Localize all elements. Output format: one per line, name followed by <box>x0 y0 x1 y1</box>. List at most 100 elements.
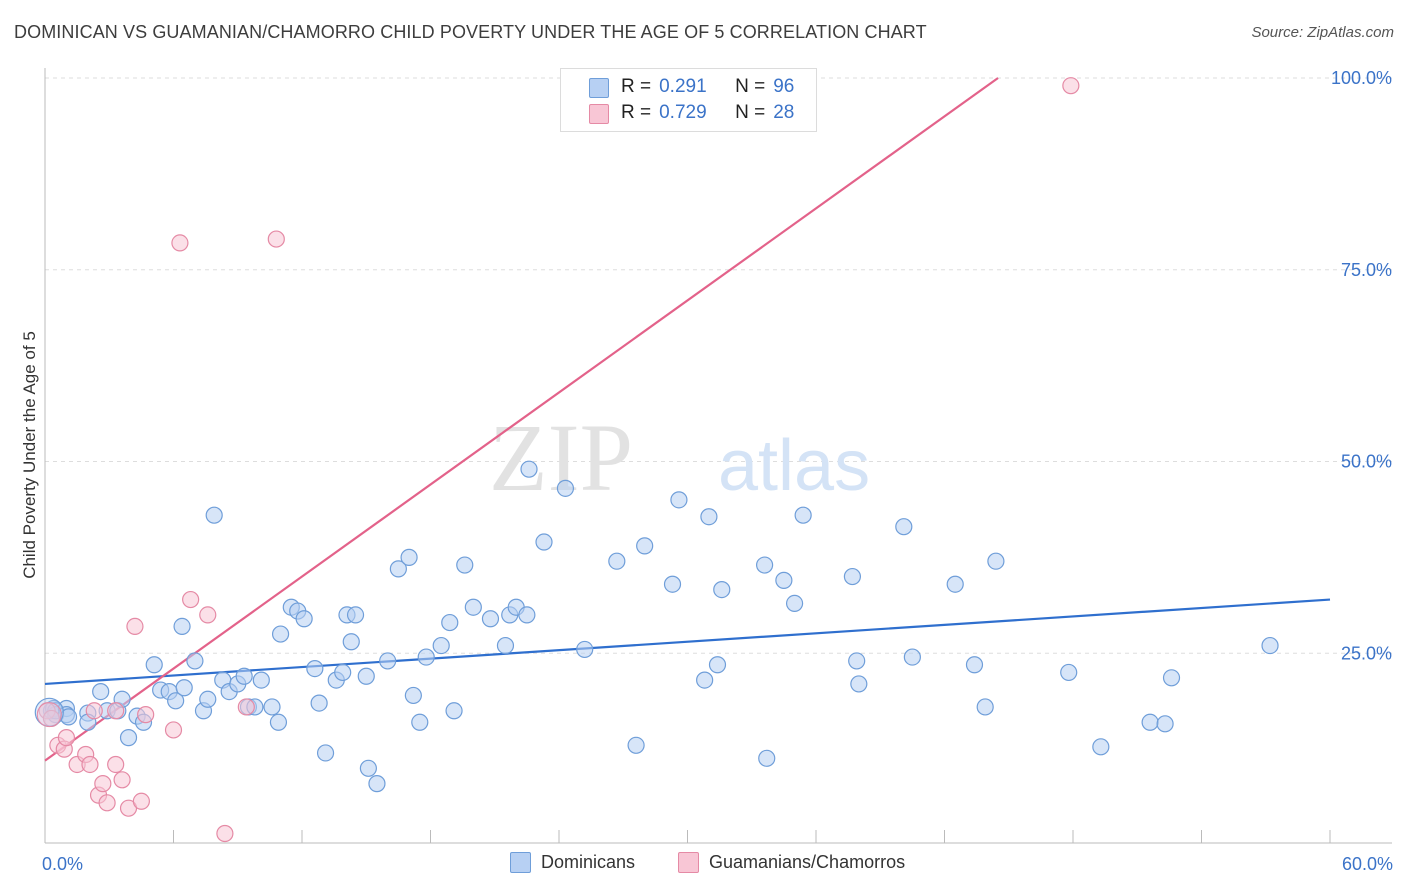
dominican-point <box>670 491 688 509</box>
dominican-point <box>1162 669 1181 687</box>
dominican-point <box>263 698 281 716</box>
legend-label-dominicans: Dominicans <box>541 852 636 872</box>
legend-row-dominicans: R = 0.291 N = 96 <box>621 76 794 98</box>
dominican-point <box>965 656 984 674</box>
dominican-point <box>295 610 313 628</box>
dominican-point <box>987 552 1005 570</box>
dominican-point <box>775 571 793 589</box>
y-tick-label: 75.0% <box>1341 260 1392 280</box>
dominican-point <box>496 636 515 655</box>
dominican-point <box>576 640 594 659</box>
dominican-point <box>342 633 360 651</box>
dominican-point <box>1261 636 1279 655</box>
guamanian-point <box>126 617 144 636</box>
dominican-point <box>713 580 731 599</box>
guamanian-point <box>182 590 200 609</box>
dominican-point <box>785 594 804 612</box>
dominican-point <box>696 671 714 689</box>
source-label: Source: ZipAtlas.com <box>1251 24 1394 41</box>
series-legend: Dominicans Guamanians/Chamorros <box>0 852 1406 876</box>
dominican-point <box>663 575 682 593</box>
dominican-point <box>843 567 862 586</box>
dominican-point <box>357 667 375 685</box>
dominican-point <box>946 575 964 593</box>
dominican-point <box>269 713 288 731</box>
guamanian-point <box>85 702 103 720</box>
y-tick-label: 100.0% <box>1331 68 1392 88</box>
x-tick-label: 60.0% <box>1342 854 1393 874</box>
legend-swatch-guamanians <box>589 104 609 124</box>
y-tick-label: 25.0% <box>1341 643 1392 663</box>
guamanian-point <box>107 702 125 720</box>
legend-r-value: 0.291 <box>659 76 707 97</box>
legend-r-label: R = <box>621 102 652 123</box>
dominican-point <box>608 552 626 570</box>
dominican-point <box>556 479 575 497</box>
dominican-point <box>346 606 365 624</box>
dominican-point <box>411 713 429 731</box>
legend-n-label: N = <box>735 76 766 97</box>
guamanian-point <box>137 706 155 724</box>
dominican-point <box>627 736 645 754</box>
dominican-point <box>636 537 654 555</box>
legend-r-value: 0.729 <box>659 102 707 123</box>
legend-swatch-guamanians <box>678 852 699 873</box>
dominican-point <box>173 617 191 636</box>
guamanian-point <box>113 771 131 789</box>
dominican-point <box>456 556 474 574</box>
dominican-point <box>518 606 536 624</box>
y-tick-label: 50.0% <box>1341 452 1392 472</box>
dominican-point <box>755 556 774 574</box>
dominican-point <box>903 648 921 666</box>
legend-n-value: 28 <box>773 102 795 123</box>
gridlines <box>45 77 1392 654</box>
dominican-point <box>310 694 328 712</box>
guamanian-point <box>94 775 112 793</box>
dominican-point <box>252 671 270 689</box>
dominican-point <box>389 560 407 578</box>
dominican-point <box>167 692 185 710</box>
tick-labels: 25.0% 50.0% 75.0% 100.0% 0.0% 60.0% <box>42 68 1393 874</box>
legend-n-value: 96 <box>773 76 795 97</box>
dominican-point <box>895 518 913 536</box>
dominican-point <box>481 610 500 628</box>
dominican-point <box>1156 715 1174 733</box>
legend-r-label: R = <box>621 76 652 97</box>
trend-lines <box>44 77 1331 762</box>
dominican-point <box>445 702 463 720</box>
dominican-point <box>535 533 553 551</box>
dominican-point <box>186 652 204 670</box>
dominican-point <box>368 775 386 793</box>
guamanian-point <box>199 606 217 624</box>
dominican-point <box>199 690 217 708</box>
correlation-legend: R = 0.291 N = 96 R = 0.729 N = 28 <box>560 68 817 132</box>
dominican-trend-line <box>44 598 1331 686</box>
dominican-point <box>316 744 335 762</box>
dominican-point <box>708 656 727 674</box>
dominican-point <box>404 686 422 705</box>
guamanian-point <box>107 755 125 774</box>
chart-title: DOMINICAN VS GUAMANIAN/CHAMORRO CHILD PO… <box>14 22 927 42</box>
dominican-point <box>119 729 138 747</box>
dominican-point <box>59 708 78 726</box>
legend-item-guamanians[interactable]: Guamanians/Chamorros <box>678 852 905 873</box>
dominican-point <box>417 648 435 666</box>
guamanian-point <box>57 729 76 747</box>
guamanian-point <box>171 234 189 252</box>
dominican-point <box>758 749 776 767</box>
dominican-point <box>794 506 812 524</box>
legend-n-label: N = <box>735 102 766 123</box>
dominican-point <box>175 679 193 697</box>
guamanian-point <box>98 794 116 812</box>
legend-row-guamanians: R = 0.729 N = 28 <box>621 102 794 124</box>
dominican-point <box>1060 663 1078 682</box>
legend-item-dominicans[interactable]: Dominicans <box>510 852 635 873</box>
guamanian-point <box>81 755 99 774</box>
dominican-point <box>271 625 290 643</box>
dominican-point <box>379 652 397 670</box>
dominican-point <box>235 667 253 685</box>
dominican-point <box>334 663 352 682</box>
dominican-point <box>848 652 866 670</box>
dominican-point <box>700 508 718 526</box>
